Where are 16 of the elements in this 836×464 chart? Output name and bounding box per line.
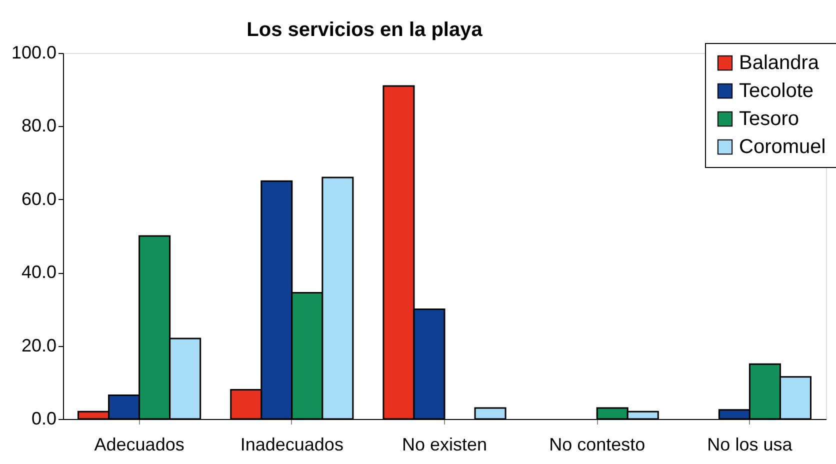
y-tick-label: 100.0 — [11, 42, 56, 62]
y-tick-label: 20.0 — [21, 335, 56, 356]
y-tick-label: 40.0 — [21, 262, 56, 282]
legend-label: Balandra — [739, 52, 820, 74]
x-tick-label: Adecuados — [94, 434, 184, 454]
y-tick-label: 80.0 — [21, 116, 56, 136]
y-tick-label: 60.0 — [21, 188, 56, 209]
chart-title: Los servicios en la playa — [246, 19, 484, 41]
legend-label: Coromuel — [739, 136, 826, 158]
x-tick-label: Inadecuados — [240, 434, 344, 454]
y-tick-label: 0.0 — [31, 408, 56, 428]
x-tick-label: No contesto — [549, 434, 646, 454]
legend-label: Tecolote — [739, 80, 814, 102]
x-tick-label: No los usa — [707, 434, 794, 454]
legend-label: Tesoro — [739, 108, 800, 130]
x-tick-label: No existen — [402, 434, 488, 454]
